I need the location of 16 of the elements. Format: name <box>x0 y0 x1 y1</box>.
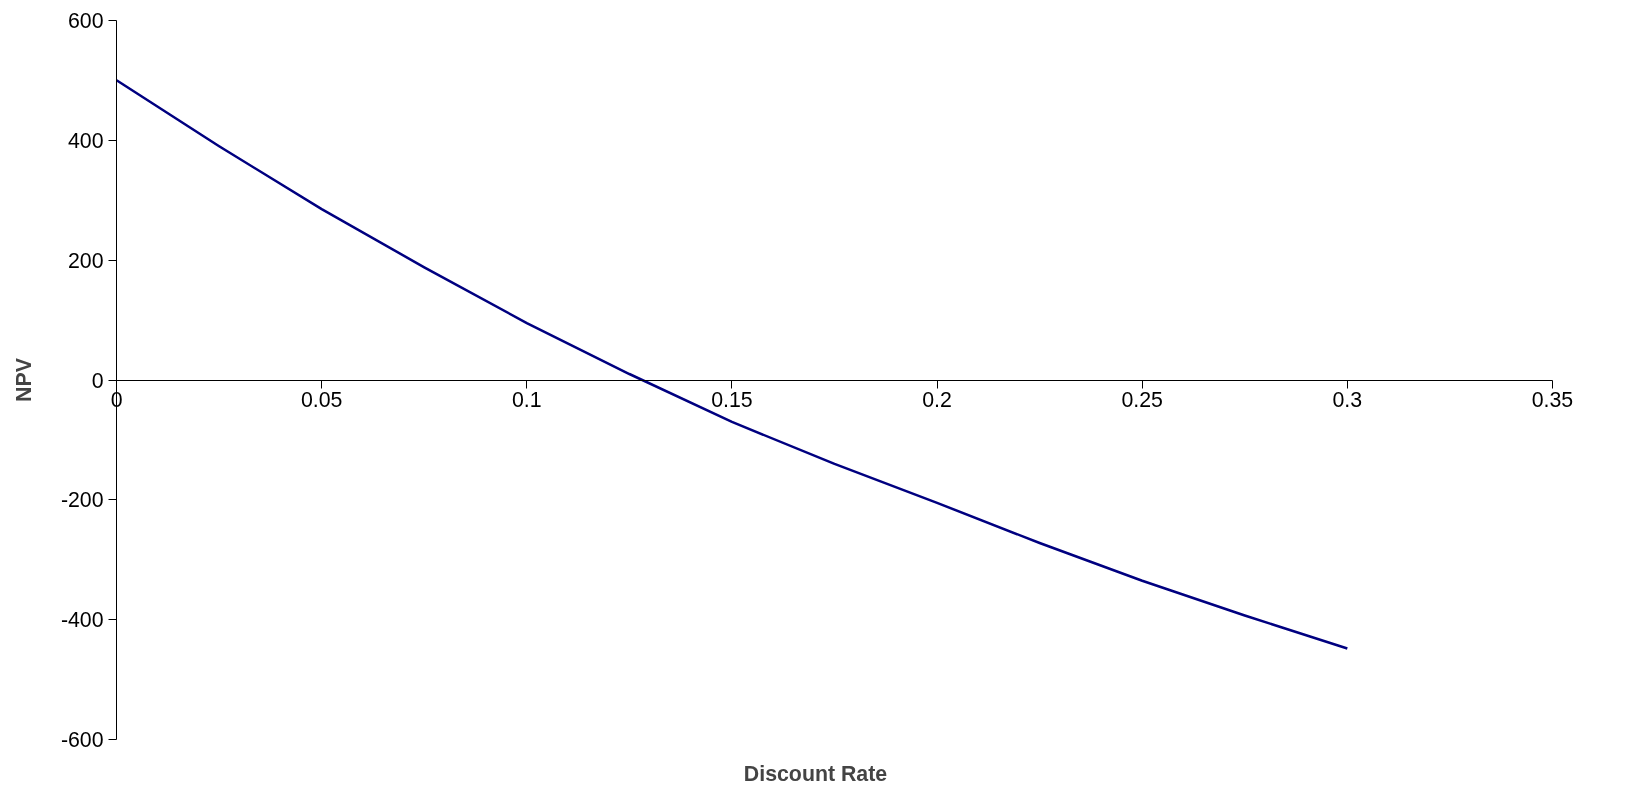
y-tick-label: 400 <box>67 128 104 153</box>
y-tick-label: -400 <box>60 608 104 633</box>
x-tick-label: 0.05 <box>300 388 343 412</box>
y-tick-label: -200 <box>60 488 104 513</box>
x-tick-label: 0.25 <box>1121 388 1163 412</box>
y-tick-label: 200 <box>67 248 104 273</box>
x-tick-label: 0.35 <box>1531 388 1574 412</box>
x-tick-label: 0.2 <box>922 388 952 412</box>
y-tick-label: -600 <box>60 728 104 753</box>
y-tick-label: 600 <box>67 8 104 33</box>
y-axis-title: NPV <box>11 357 36 402</box>
y-tick-label: 0 <box>91 368 104 393</box>
x-tick-label: 0.3 <box>1332 388 1363 412</box>
x-tick-label: 0.1 <box>512 388 542 412</box>
x-axis-title: Discount Rate <box>743 761 888 786</box>
x-tick-label: 0.15 <box>711 388 753 412</box>
